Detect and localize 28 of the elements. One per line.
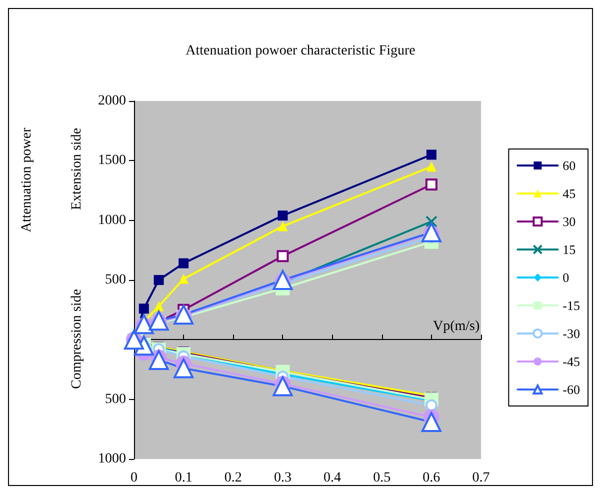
legend-label: -15 [562, 298, 580, 313]
legend-label: 45 [562, 186, 576, 201]
x-tick-label: 0.6 [422, 470, 440, 486]
legend-label: 15 [562, 242, 576, 257]
text: Compression side [70, 289, 84, 389]
x-tick-label: 0.5 [373, 470, 391, 486]
y-tick-label: 1500 [98, 153, 126, 168]
y-tick-label: 1000 [98, 212, 126, 228]
y-tick-label: 1000 [98, 452, 126, 466]
x-tick-label: 0.3 [274, 470, 292, 486]
x-tick-label: 0 [130, 470, 138, 486]
x-tick-label: 0.1 [174, 470, 192, 486]
legend-label: -45 [562, 354, 580, 369]
legend-label: 0 [562, 270, 570, 285]
y-tick-label: 2000 [98, 94, 126, 108]
legend-label: -60 [562, 382, 580, 397]
text: Extension side [70, 128, 84, 210]
legend-label: -30 [562, 326, 580, 341]
x-tick-label: 0.7 [472, 470, 490, 486]
x-tick-label: 0.2 [224, 470, 242, 486]
x-tick-label: 0.4 [324, 470, 342, 486]
legend-label: 30 [562, 214, 576, 229]
y-axis-title: Attenuation power [20, 127, 34, 232]
x-axis-title: Vp(m/s) [433, 319, 480, 334]
chart-title: Attenuation powoer characteristic Figure [186, 44, 416, 58]
legend-label: 60 [562, 158, 576, 173]
y-tick-label: 500 [105, 272, 126, 288]
y-tick-label: 500 [105, 392, 126, 407]
